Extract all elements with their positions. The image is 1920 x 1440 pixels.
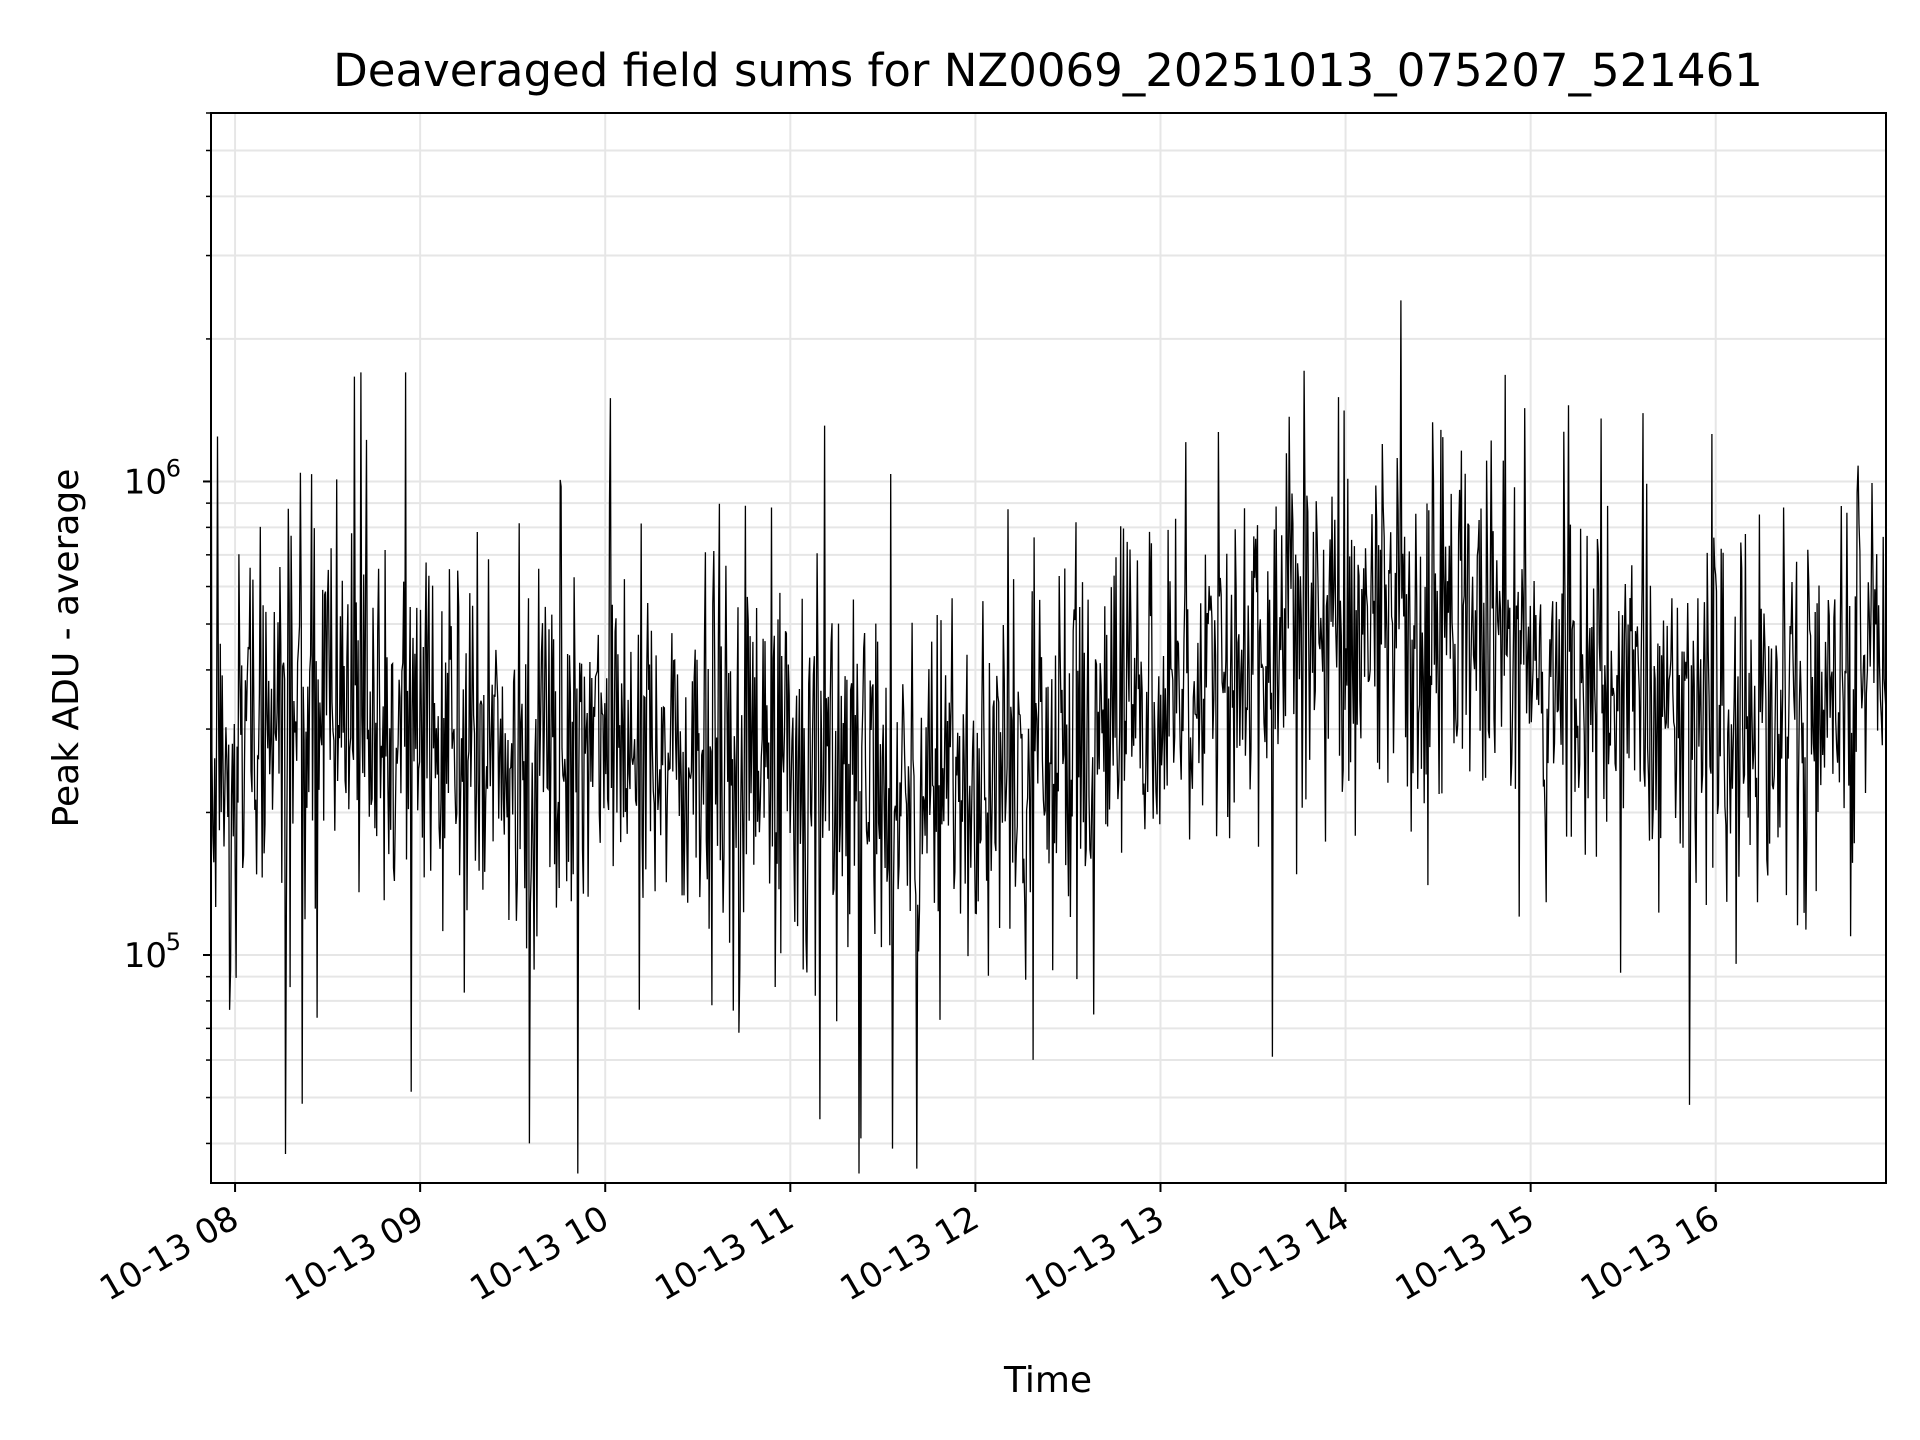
x-tick-label: 10-13 08 xyxy=(93,1198,245,1309)
ticks-layer: 10-13 08 10-13 09 10-13 10 10-13 11 10-13 12… xyxy=(93,112,1726,1309)
y-tick-exponent: 5 xyxy=(166,928,181,956)
x-tick-label: 10-13 10 xyxy=(463,1198,615,1309)
x-tick-label: 10-13 09 xyxy=(278,1198,430,1309)
x-tick-label: 10-13 15 xyxy=(1389,1198,1541,1309)
data-series-line xyxy=(210,255,1887,1174)
x-axis-label: Time xyxy=(1003,1360,1092,1401)
chart-title: Deaveraged field sums for NZ0069_2025101… xyxy=(333,44,1763,97)
y-axis-label: Peak ADU - average xyxy=(46,469,87,828)
y-tick-label: 10 xyxy=(124,936,167,976)
grid-layer xyxy=(211,112,1886,1183)
y-tick-label: 10 xyxy=(124,462,167,502)
x-tick-label: 10-13 16 xyxy=(1574,1198,1726,1309)
x-tick-label: 10-13 13 xyxy=(1019,1198,1171,1309)
x-tick-label: 10-13 11 xyxy=(648,1198,800,1309)
x-tick-label: 10-13 12 xyxy=(833,1198,985,1309)
x-tick-label: 10-13 14 xyxy=(1204,1198,1356,1309)
y-tick-exponent: 6 xyxy=(166,454,181,482)
plot-area-frame xyxy=(210,112,1887,1184)
